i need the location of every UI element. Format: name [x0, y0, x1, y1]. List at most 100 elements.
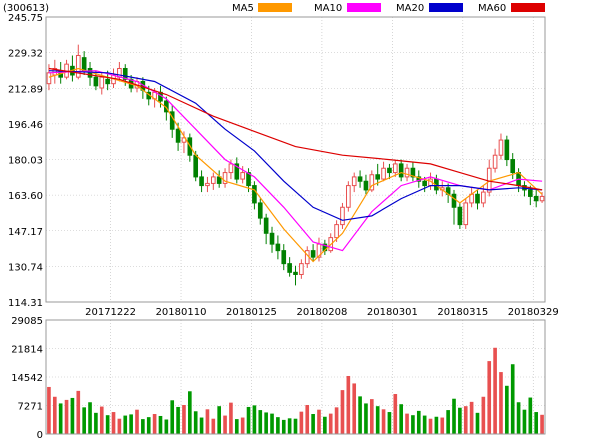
candle-body-up [481, 191, 486, 204]
candle-body-down [310, 250, 316, 258]
volume-bar [193, 411, 198, 434]
candle-body-down [504, 139, 510, 161]
candle-body-up [240, 172, 245, 180]
volume-bar [434, 416, 439, 434]
candle-body-up [99, 76, 105, 89]
volume-bar [428, 418, 433, 434]
volume-tick-label: 7271 [18, 402, 43, 413]
volume-bar [346, 375, 351, 434]
candle-body-down [234, 163, 240, 180]
legend-swatch-ma10 [347, 3, 381, 12]
volume-bar [276, 417, 280, 434]
volume-bar [264, 412, 268, 434]
candle-body-up [486, 167, 492, 193]
legend-label-ma60: MA60 [478, 3, 506, 14]
price-tick-label: 114.31 [8, 298, 43, 309]
candle-body-up [222, 172, 228, 184]
volume-bar [123, 415, 128, 434]
volume-bar [88, 402, 92, 434]
date-tick-label: 20180315 [437, 307, 488, 318]
volume-bar [516, 402, 521, 434]
volume-bar [522, 409, 527, 434]
price-panel-frame [45, 16, 546, 303]
legend-swatch-ma60 [511, 3, 545, 12]
volume-bar [317, 409, 321, 434]
candle-body-up [463, 202, 469, 226]
volume-panel-frame [45, 319, 546, 435]
volume-bar [164, 419, 169, 434]
volume-bar [70, 397, 75, 434]
candle-body-down [293, 271, 298, 275]
candle-body-up [539, 195, 545, 202]
candle-body-down [275, 243, 281, 252]
volume-bar [493, 347, 497, 434]
volume-bar [94, 412, 98, 434]
candles-layer [46, 44, 545, 286]
date-tick-label: 20180110 [156, 307, 207, 318]
candle-body-down [287, 263, 292, 273]
ma-line-ma60 [48, 67, 543, 191]
volume-bar [475, 412, 480, 434]
candle-body-down [263, 217, 269, 234]
volume-bar [287, 418, 292, 434]
volume-bar [182, 404, 186, 434]
volume-bar [111, 412, 116, 434]
volume-bar [528, 397, 533, 434]
candle-body-down [252, 185, 257, 204]
volume-bar [152, 414, 157, 434]
candle-body-down [257, 202, 263, 219]
price-tick-label: 147.17 [8, 227, 43, 238]
candle-body-down [216, 176, 222, 184]
candle-body-up [498, 139, 504, 156]
volume-bar [510, 364, 515, 434]
volume-bar [446, 410, 450, 434]
candle-body-down [363, 180, 369, 191]
candle-body-down [533, 195, 539, 202]
candle-body-up [228, 163, 234, 174]
volume-bar [135, 409, 139, 434]
price-tick-label: 196.46 [8, 120, 43, 131]
legend-label-ma20: MA20 [396, 3, 424, 14]
legend-swatch-ma20 [429, 3, 463, 12]
candle-body-down [451, 193, 457, 208]
volume-bars [47, 347, 544, 434]
date-tick-label: 20180208 [296, 307, 347, 318]
candle-body-up [340, 206, 345, 226]
volume-bar [252, 405, 257, 434]
candle-body-down [193, 154, 199, 178]
volume-tick-label: 21814 [11, 345, 43, 356]
volume-bar [487, 361, 492, 434]
volume-bar [58, 403, 63, 434]
volume-bar [364, 403, 368, 434]
volume-bar [481, 396, 486, 434]
volume-bar [458, 407, 462, 434]
volume-bar [358, 396, 362, 434]
axis-labels: 245.75 229.32 212.89 196.46 180.03 163.60 147.… [8, 13, 559, 441]
volume-bar [234, 419, 239, 434]
candle-body-down [510, 159, 516, 174]
candle-body-down [122, 67, 128, 80]
volume-bar [146, 417, 151, 434]
volume-bar [416, 410, 421, 434]
volume-bar [105, 415, 110, 434]
price-tick-label: 212.89 [8, 84, 43, 95]
volume-bar [305, 404, 310, 434]
candle-body-down [357, 176, 363, 182]
candle-body-down [81, 57, 87, 72]
price-tick-label: 229.32 [8, 49, 43, 60]
candle-body-up [346, 185, 351, 208]
volume-bar [293, 418, 298, 434]
volume-bar [499, 372, 503, 434]
volume-bar [258, 410, 263, 434]
chart-header: (300613) [3, 3, 49, 14]
volume-bar [211, 418, 216, 434]
stock-code-label: (300613) [3, 3, 49, 14]
volume-bar [217, 406, 222, 434]
ma-line-ma20 [48, 70, 543, 221]
date-tick-label: 20180301 [367, 307, 418, 318]
ma-line-ma5 [48, 67, 543, 263]
candle-body-down [281, 250, 287, 265]
volume-bar [64, 399, 69, 434]
